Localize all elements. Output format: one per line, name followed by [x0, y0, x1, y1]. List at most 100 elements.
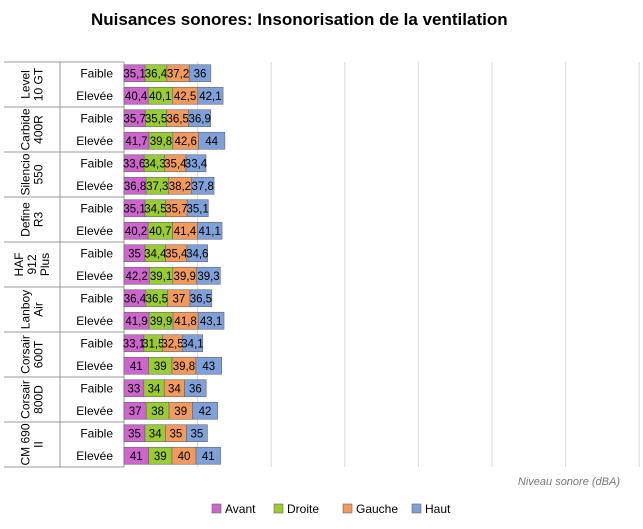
level-label: Faible [80, 291, 113, 305]
level-label: Elevée [76, 89, 113, 103]
legend-swatch [411, 503, 422, 514]
data-label: 41,8 [174, 316, 196, 328]
level-label: Elevée [76, 449, 113, 463]
data-label: 40,4 [125, 91, 148, 103]
data-label: 36,5 [166, 113, 188, 125]
data-label: 43 [202, 361, 215, 373]
data-label: 36,4 [145, 68, 168, 80]
group-label-line: HAF [12, 253, 26, 277]
data-label: 34,5 [144, 203, 166, 215]
legend-label: Gauche [356, 502, 398, 516]
group-label-line: R3 [32, 212, 46, 228]
group-label-line: Corsair [19, 380, 33, 419]
level-label: Elevée [76, 404, 113, 418]
group-label: Corsair800D [19, 380, 46, 419]
level-label: Elevée [76, 179, 113, 193]
data-label: 35 [191, 428, 204, 440]
group-label: HAF912Plus [12, 253, 52, 277]
group-label-line: Define [19, 202, 33, 237]
data-label: 39,9 [174, 271, 196, 283]
level-label: Elevée [76, 359, 113, 373]
group-label-line: CM 690 [19, 423, 33, 465]
data-label: 40,2 [125, 226, 147, 238]
bar-segment [186, 424, 208, 443]
legend: Avant Droite Gauche Haut [211, 502, 451, 516]
bar-segment [195, 446, 221, 465]
bar-segment [189, 289, 213, 308]
data-label: 34 [149, 428, 162, 440]
data-label: 35,7 [124, 113, 146, 125]
bar-segment [198, 131, 226, 150]
bar-segment [196, 266, 221, 285]
data-label: 35,7 [165, 203, 187, 215]
level-label: Faible [80, 336, 113, 350]
bar-segment [184, 379, 207, 398]
data-label: 39 [154, 451, 167, 463]
data-label: 34,4 [144, 248, 167, 260]
group-label: Carbide400R [19, 108, 46, 150]
group-label: LanboyAir [19, 290, 46, 329]
data-label: 42,1 [199, 91, 221, 103]
data-label: 39 [174, 406, 187, 418]
group-label-line: 600T [32, 340, 46, 368]
data-label: 31,5 [142, 338, 164, 350]
legend-label: Avant [225, 502, 256, 516]
data-label: 43,1 [200, 316, 222, 328]
bar-segment [181, 334, 204, 353]
bar-segment [185, 154, 207, 173]
group-label-line: Silencio [19, 153, 33, 195]
data-label: 36,5 [190, 293, 212, 305]
x-axis-title: Niveau sonore (dBA) [518, 476, 620, 488]
level-label: Elevée [76, 314, 113, 328]
data-label: 41,4 [174, 226, 197, 238]
data-label: 41 [130, 451, 143, 463]
chart-title: Nuisances sonores: Insonorisation de la … [91, 10, 508, 29]
data-label: 41 [202, 451, 215, 463]
bar-segment [192, 401, 218, 420]
group-label: Silencio550 [19, 153, 46, 195]
group-label: CM 690II [19, 423, 46, 465]
level-label: Faible [80, 426, 113, 440]
level-label: Elevée [76, 224, 113, 238]
data-label: 37 [172, 293, 185, 305]
group-label-line: Plus [38, 253, 52, 276]
group-label: Corsair600T [19, 335, 46, 374]
data-label: 37,2 [167, 68, 189, 80]
legend-swatch [273, 503, 284, 514]
data-label: 36,8 [124, 181, 146, 193]
group-label-line: Air [32, 302, 46, 317]
level-label: Faible [80, 246, 113, 260]
data-label: 34,1 [181, 338, 203, 350]
data-label: 33,1 [123, 338, 145, 350]
bar-segment [191, 176, 215, 195]
data-label: 36,4 [124, 293, 147, 305]
group-label-line: II [32, 441, 46, 448]
level-label: Elevée [76, 269, 113, 283]
data-label: 41,7 [125, 136, 147, 148]
data-label: 37 [129, 406, 142, 418]
bar-segment [195, 356, 222, 375]
data-label: 42,5 [174, 91, 196, 103]
group-label-line: Carbide [19, 108, 33, 150]
data-label: 40,1 [149, 91, 171, 103]
legend-label: Haut [425, 502, 451, 516]
data-label: 35,4 [165, 248, 188, 260]
level-label: Faible [80, 156, 113, 170]
data-label: 41,1 [199, 226, 221, 238]
data-label: 36 [189, 383, 202, 395]
group-label-line: 400R [32, 115, 46, 144]
data-label: 38,2 [169, 181, 191, 193]
bar-segment [197, 86, 224, 105]
bar-segment [197, 311, 225, 330]
level-label: Faible [80, 201, 113, 215]
data-label: 39,1 [150, 271, 172, 283]
group-label: Level10 GT [19, 67, 46, 101]
group-label-line: 912 [25, 254, 39, 274]
legend-swatch [211, 503, 222, 514]
data-label: 39,9 [150, 316, 172, 328]
data-label: 35,4 [164, 158, 187, 170]
data-label: 33 [128, 383, 141, 395]
